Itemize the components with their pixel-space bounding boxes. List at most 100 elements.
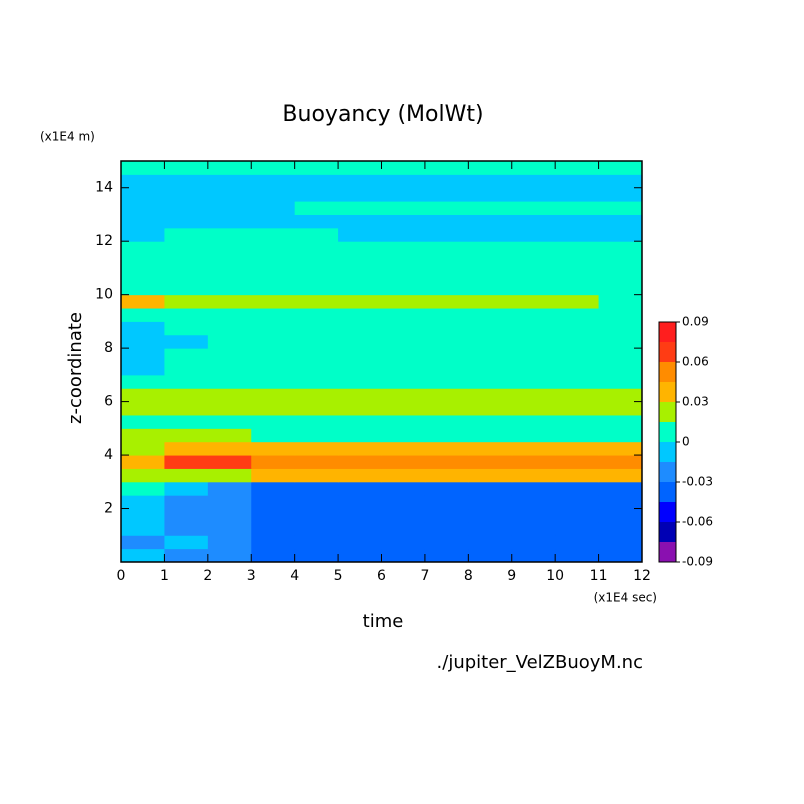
contour-cell: [468, 294, 513, 309]
contour-cell: [294, 267, 339, 282]
contour-cell: [381, 281, 426, 296]
contour-cell: [121, 468, 165, 483]
contour-cell: [555, 455, 600, 469]
contour-cell: [468, 441, 513, 456]
contour-cell: [164, 455, 209, 469]
contour-cell: [164, 428, 209, 443]
contour-cell: [207, 201, 252, 215]
contour-cell: [338, 241, 382, 256]
contour-cell: [164, 187, 209, 202]
colorbar-band: [659, 362, 676, 382]
contour-cell: [555, 401, 600, 416]
y-tick-label: 2: [104, 501, 113, 517]
contour-cell: [424, 254, 469, 269]
contour-cell: [294, 214, 339, 229]
contour-cell: [207, 348, 252, 362]
contour-cell: [207, 374, 252, 389]
contour-cell: [164, 481, 209, 496]
contour-cell: [207, 334, 252, 349]
contour-cell: [381, 508, 426, 523]
colorbar-tick-label: -0.09: [682, 555, 713, 569]
contour-cell: [424, 521, 469, 536]
x-tick-label: 5: [334, 568, 343, 584]
contour-cell: [338, 281, 382, 296]
contour-cell: [555, 281, 600, 296]
contour-cell: [511, 348, 556, 362]
contour-cell: [598, 374, 643, 389]
contour-cell: [468, 201, 513, 215]
contour-cell: [338, 174, 382, 189]
contour-cell: [121, 508, 165, 523]
contour-cell: [207, 187, 252, 202]
contour-cell: [251, 481, 296, 496]
colorbar-band: [659, 402, 676, 422]
contour-cell: [338, 535, 382, 550]
contour-cell: [251, 281, 296, 296]
contour-cell: [251, 254, 296, 269]
contour-cell: [338, 308, 382, 322]
contour-cell: [381, 321, 426, 336]
contour-cell: [121, 334, 165, 349]
contour-cell: [294, 308, 339, 322]
contour-cell: [338, 348, 382, 362]
contour-cell: [424, 348, 469, 362]
contour-cell: [424, 548, 469, 563]
contour-cell: [555, 241, 600, 256]
contour-cell: [511, 214, 556, 229]
contour-cell: [294, 414, 339, 429]
contour-cell: [207, 428, 252, 443]
contour-cell: [381, 254, 426, 269]
contour-cell: [381, 161, 426, 175]
contour-cell: [164, 294, 209, 309]
contour-cell: [164, 521, 209, 536]
contour-cell: [294, 227, 339, 242]
contour-cell: [468, 241, 513, 256]
contour-cell: [555, 201, 600, 215]
contour-cell: [164, 495, 209, 510]
contour-cell: [121, 521, 165, 536]
contour-cell: [511, 241, 556, 256]
contour-cell: [294, 388, 339, 403]
x-tick-label: 12: [633, 568, 651, 584]
contour-cell: [381, 267, 426, 282]
x-tick-label: 4: [290, 568, 299, 584]
contour-cell: [424, 374, 469, 389]
contour-cell: [294, 401, 339, 416]
contour-cell: [251, 174, 296, 189]
contour-cell: [555, 428, 600, 443]
contour-cell: [511, 535, 556, 550]
contour-cell: [338, 455, 382, 469]
colorbar-band: [659, 482, 676, 502]
contour-cell: [338, 187, 382, 202]
contour-cell: [338, 201, 382, 215]
y-tick-label: 12: [95, 233, 113, 249]
contour-cell: [555, 254, 600, 269]
contour-cell: [294, 174, 339, 189]
contour-cell: [598, 308, 643, 322]
contour-cell: [207, 455, 252, 469]
y-tick-label: 14: [95, 180, 113, 196]
contour-cell: [468, 428, 513, 443]
contour-cell: [598, 174, 643, 189]
contour-cell: [598, 241, 643, 256]
contour-cell: [251, 441, 296, 456]
contour-cell: [555, 174, 600, 189]
y-axis-label: z-coordinate: [65, 312, 86, 424]
contour-cell: [338, 481, 382, 496]
contour-cell: [121, 214, 165, 229]
contour-cell: [598, 321, 643, 336]
contour-cell: [424, 401, 469, 416]
contour-cell: [294, 548, 339, 563]
contour-cell: [598, 361, 643, 376]
contour-cell: [294, 508, 339, 523]
contour-cell: [424, 308, 469, 322]
contour-cell: [555, 441, 600, 456]
contour-cell: [424, 201, 469, 215]
contour-cell: [121, 241, 165, 256]
contour-cell: [468, 374, 513, 389]
contour-cell: [381, 201, 426, 215]
x-tick-label: 7: [420, 568, 429, 584]
contour-cell: [511, 441, 556, 456]
contour-cell: [381, 495, 426, 510]
y-tick-label: 6: [104, 394, 113, 410]
